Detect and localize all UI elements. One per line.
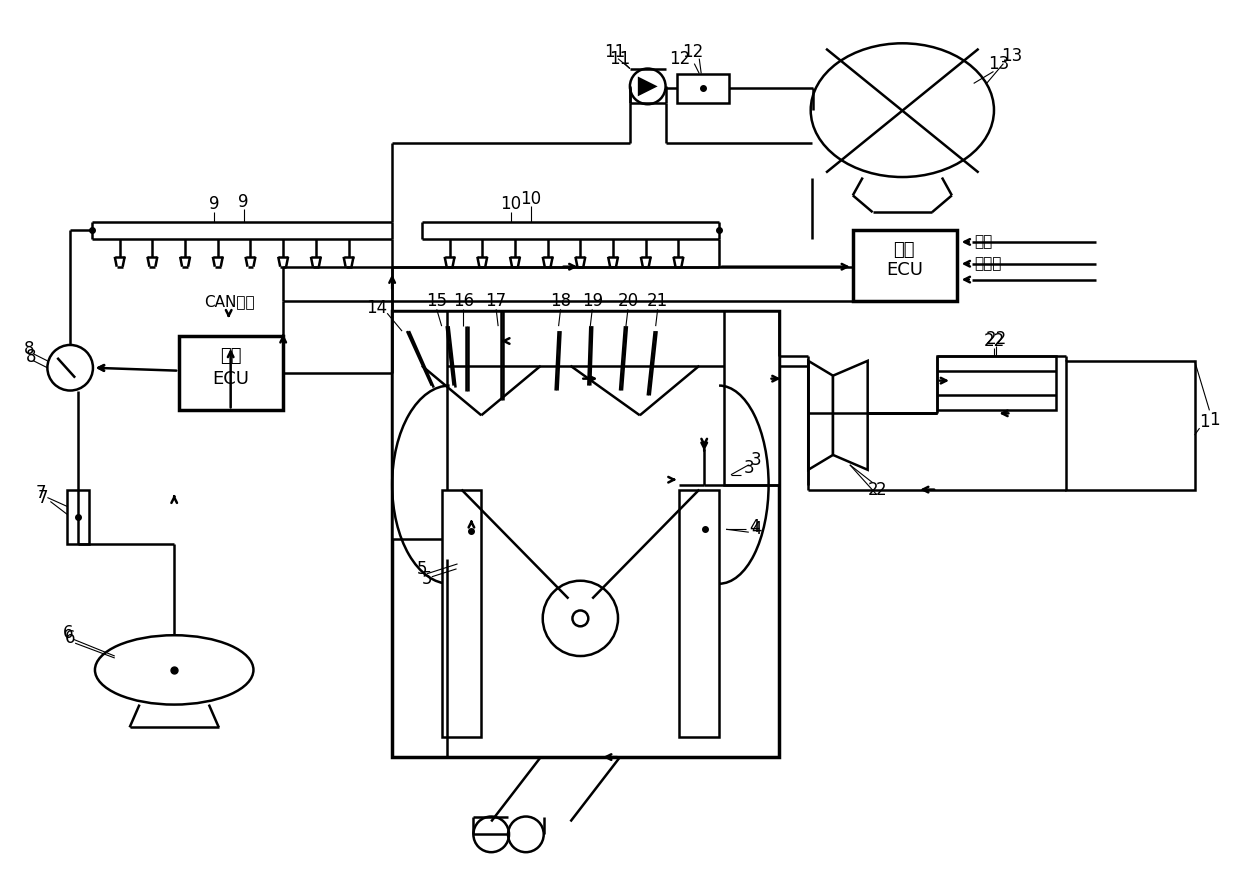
Text: ECU: ECU bbox=[212, 369, 249, 388]
Bar bbox=[724, 311, 779, 485]
Text: ECU: ECU bbox=[885, 261, 923, 279]
Bar bbox=[67, 490, 89, 544]
Text: 8: 8 bbox=[24, 340, 35, 358]
Text: CAN通讯: CAN通讯 bbox=[203, 294, 254, 308]
Text: 4: 4 bbox=[749, 519, 759, 536]
Text: 22: 22 bbox=[983, 332, 1006, 350]
Text: 7: 7 bbox=[37, 488, 48, 507]
Text: 10: 10 bbox=[501, 195, 522, 214]
Bar bbox=[937, 356, 1056, 410]
Text: 柴油: 柴油 bbox=[894, 240, 915, 259]
Bar bbox=[853, 230, 957, 301]
Text: 20: 20 bbox=[618, 292, 639, 310]
Text: 6: 6 bbox=[66, 629, 76, 647]
Polygon shape bbox=[461, 569, 481, 578]
Bar bbox=[680, 490, 719, 738]
Text: 19: 19 bbox=[582, 292, 603, 310]
Polygon shape bbox=[833, 361, 868, 469]
Text: 12: 12 bbox=[668, 50, 691, 68]
Text: 1: 1 bbox=[1209, 411, 1220, 429]
Text: 3: 3 bbox=[744, 459, 754, 477]
Polygon shape bbox=[459, 544, 485, 568]
Text: 1: 1 bbox=[1199, 413, 1210, 431]
Bar bbox=[392, 311, 779, 757]
Text: 9: 9 bbox=[238, 193, 249, 211]
Text: 16: 16 bbox=[453, 292, 474, 310]
Text: 11: 11 bbox=[604, 43, 626, 61]
Bar bbox=[684, 514, 725, 544]
Text: 22: 22 bbox=[986, 330, 1007, 348]
Bar bbox=[680, 450, 730, 504]
Text: 5: 5 bbox=[417, 560, 428, 578]
Text: 15: 15 bbox=[427, 292, 448, 310]
Text: 11: 11 bbox=[609, 50, 631, 68]
Bar bbox=[392, 311, 779, 366]
Bar bbox=[179, 336, 283, 410]
Text: 4: 4 bbox=[750, 520, 761, 538]
Text: 原机: 原机 bbox=[975, 234, 993, 249]
Polygon shape bbox=[637, 77, 657, 97]
Text: 9: 9 bbox=[208, 195, 219, 214]
Text: 13: 13 bbox=[988, 55, 1009, 72]
Text: 2: 2 bbox=[875, 481, 887, 499]
Polygon shape bbox=[459, 544, 485, 568]
Text: 3: 3 bbox=[750, 451, 761, 468]
Text: 传感器: 传感器 bbox=[975, 257, 1002, 271]
Text: 2: 2 bbox=[868, 481, 878, 499]
Text: 18: 18 bbox=[551, 292, 572, 310]
Bar bbox=[1066, 361, 1194, 490]
Text: 8: 8 bbox=[26, 348, 36, 366]
Bar bbox=[392, 311, 446, 539]
Text: 12: 12 bbox=[682, 43, 703, 61]
Text: 10: 10 bbox=[521, 190, 542, 208]
Text: 13: 13 bbox=[1002, 46, 1023, 64]
Polygon shape bbox=[808, 361, 833, 469]
Text: 5: 5 bbox=[422, 569, 433, 587]
Text: 14: 14 bbox=[366, 299, 387, 317]
Text: 6: 6 bbox=[63, 624, 73, 642]
Text: 17: 17 bbox=[486, 292, 507, 310]
Text: 甲醇: 甲醇 bbox=[219, 347, 242, 365]
Bar bbox=[677, 73, 729, 103]
Text: 7: 7 bbox=[36, 484, 46, 502]
Bar bbox=[441, 490, 481, 738]
Text: 21: 21 bbox=[647, 292, 668, 310]
